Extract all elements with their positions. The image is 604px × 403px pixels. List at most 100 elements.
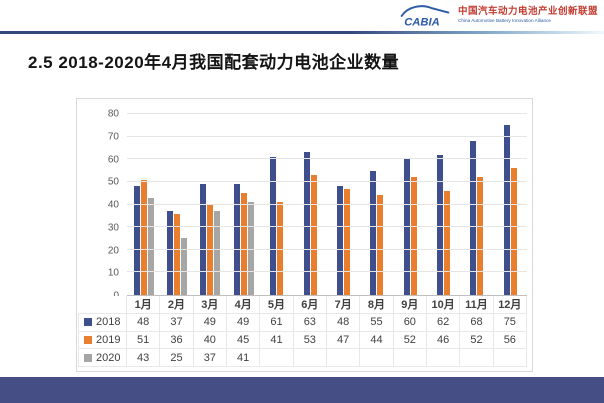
value-cell-2018-9月: 60 — [393, 313, 427, 332]
legend-label-2018: 2018 — [96, 316, 121, 329]
value-cell-2019-5月: 41 — [260, 331, 294, 350]
bar-2019-5月 — [277, 202, 284, 295]
month-header-cell: 3月 — [193, 296, 227, 314]
gridline — [127, 248, 527, 250]
bar-group-12月 — [494, 114, 527, 295]
legend-cell-2019: 2019 — [78, 331, 127, 350]
gridline — [127, 226, 527, 228]
value-cell-2020-7月 — [326, 349, 361, 367]
month-header-cell: 9月 — [393, 296, 427, 314]
y-axis: 01020304050607080 — [77, 109, 127, 302]
value-cell-2019-12月: 56 — [493, 331, 527, 350]
legend-swatch-2019 — [84, 335, 92, 344]
value-cell-2018-5月: 61 — [260, 313, 294, 332]
bar-2019-7月 — [344, 188, 351, 295]
bar-2018-10月 — [437, 154, 444, 295]
value-cell-2020-1月: 43 — [127, 349, 161, 367]
value-cell-2019-6月: 53 — [293, 331, 327, 350]
value-cell-2019-9月: 52 — [393, 331, 427, 350]
footer-bar — [0, 377, 604, 403]
value-cell-2020-11月 — [460, 349, 494, 367]
value-cell-2018-7月: 48 — [326, 313, 361, 332]
bar-2019-6月 — [310, 175, 317, 295]
month-header-cell: 1月 — [127, 296, 161, 314]
legend-label-2020: 2020 — [96, 351, 121, 364]
bar-2018-1月 — [133, 186, 140, 295]
gridline — [127, 135, 527, 137]
bar-2019-4月 — [240, 193, 247, 295]
value-cell-2018-12月: 75 — [493, 313, 527, 332]
bar-2020-3月 — [214, 211, 221, 295]
month-header-cell: 7月 — [326, 296, 361, 314]
y-tick-label: 10 — [107, 267, 119, 279]
value-cell-2020-10月 — [426, 349, 461, 367]
value-cell-2020-9月 — [393, 349, 427, 367]
value-cell-2020-3月: 37 — [193, 349, 227, 367]
value-cell-2020-12月 — [493, 349, 527, 367]
page-title: 2.5 2018-2020年4月我国配套动力电池企业数量 — [28, 53, 400, 72]
value-cell-2020-8月 — [360, 349, 394, 367]
gridline — [127, 113, 527, 114]
legend-swatch-2020 — [84, 353, 92, 362]
bar-group-5月 — [260, 114, 293, 295]
bar-2018-9月 — [403, 159, 410, 295]
value-cell-2019-8月: 44 — [360, 331, 394, 350]
value-cell-2019-3月: 40 — [193, 331, 227, 350]
month-header-cell: 6月 — [293, 296, 327, 314]
cabia-logo-icon: CABIA — [398, 3, 452, 29]
y-tick-label: 50 — [107, 176, 119, 188]
value-cell-2020-5月 — [260, 349, 294, 367]
y-tick-label: 60 — [107, 154, 119, 165]
value-cell-2020-2月: 25 — [160, 349, 194, 367]
value-cell-2019-11月: 52 — [460, 331, 494, 350]
month-header-cell: 2月 — [160, 296, 194, 314]
value-cell-2020-4月: 41 — [226, 349, 261, 367]
bar-group-8月 — [360, 114, 393, 295]
bar-2018-6月 — [303, 152, 310, 295]
value-cell-2018-8月: 55 — [360, 313, 394, 332]
month-header-cell: 4月 — [226, 296, 261, 314]
bar-2018-4月 — [233, 184, 240, 295]
bar-2018-2月 — [166, 211, 173, 295]
bar-group-1月 — [127, 114, 160, 295]
bar-groups — [127, 114, 527, 295]
brand-text: 中国汽车动力电池产业创新联盟 China Automotive Battery … — [457, 6, 598, 24]
bar-2019-9月 — [410, 177, 417, 295]
gridline — [127, 158, 527, 160]
value-cell-2019-7月: 47 — [326, 331, 361, 350]
bar-group-11月 — [460, 114, 493, 295]
bar-group-10月 — [427, 114, 460, 295]
bar-2020-4月 — [247, 202, 254, 295]
brand-logo: CABIA 中国汽车动力电池产业创新联盟 China Automotive Ba… — [398, 3, 598, 29]
bar-2018-12月 — [503, 125, 510, 295]
svg-text:CABIA: CABIA — [404, 17, 440, 29]
month-header-cell: 10月 — [426, 296, 461, 314]
bar-2020-1月 — [147, 197, 154, 295]
legend-cell-2018: 2018 — [78, 313, 127, 332]
org-name-english: China Automotive Battery Innovation Alli… — [457, 18, 552, 24]
bar-2018-11月 — [470, 141, 477, 295]
bar-2019-8月 — [377, 195, 384, 295]
legend-label-2019: 2019 — [96, 333, 121, 346]
value-cell-2018-2月: 37 — [160, 313, 194, 332]
bar-group-3月 — [194, 114, 227, 295]
y-tick-label: 80 — [107, 108, 119, 120]
month-header-cell: 8月 — [360, 296, 394, 314]
value-cell-2019-4月: 45 — [226, 331, 261, 350]
month-header-cell: 12月 — [493, 296, 527, 314]
gridline — [127, 271, 527, 273]
value-cell-2019-1月: 51 — [127, 331, 161, 350]
value-cell-2018-6月: 63 — [293, 313, 327, 332]
bar-group-6月 — [294, 114, 327, 295]
bar-group-9月 — [394, 114, 427, 295]
y-tick-label: 70 — [107, 131, 119, 143]
value-cell-2018-11月: 68 — [460, 313, 494, 332]
month-header-cell: 11月 — [460, 296, 494, 314]
bar-2018-8月 — [370, 170, 377, 295]
y-tick-label: 40 — [107, 199, 119, 211]
bar-2019-12月 — [510, 168, 517, 295]
org-name-chinese: 中国汽车动力电池产业创新联盟 — [457, 6, 598, 18]
y-tick-label: 30 — [107, 222, 119, 234]
value-cell-2018-10月: 62 — [426, 313, 461, 332]
